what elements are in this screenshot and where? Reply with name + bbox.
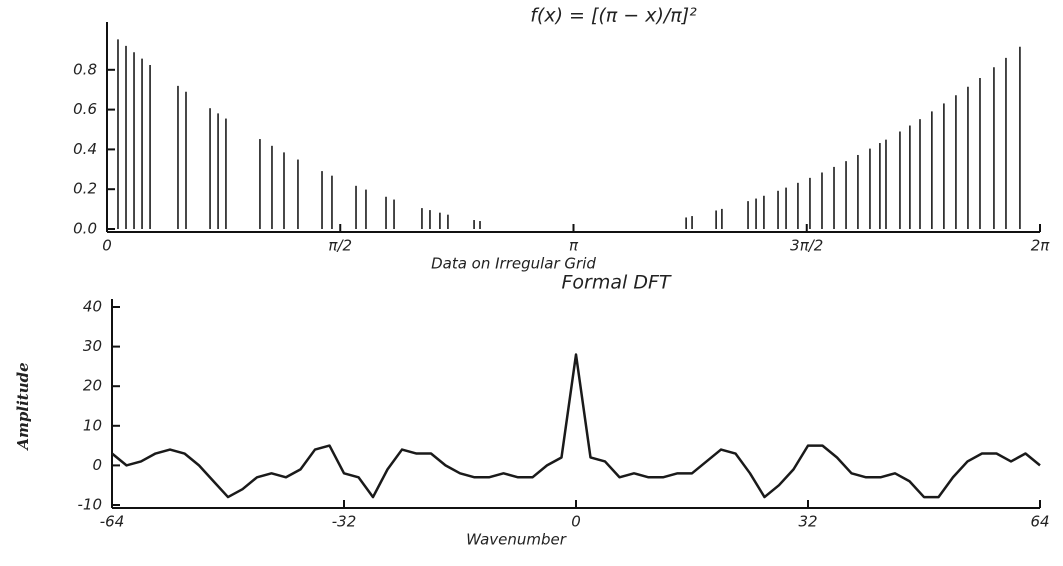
y-tick-label: 0.8 [73, 60, 97, 78]
y-tick-label: 10 [83, 416, 102, 434]
y-tick-label: -10 [78, 496, 103, 514]
x-tick-label: -32 [332, 513, 357, 531]
y-tick-label: 20 [83, 377, 102, 395]
y-tick-label: 40 [83, 298, 102, 316]
chart-title: f(x) = [(π − x)/π]² [530, 5, 697, 27]
data-line [111, 353, 1041, 499]
y-tick-label: 30 [83, 337, 102, 355]
chart-title: Formal DFT [562, 272, 672, 294]
y-axis-label: Amplitude [14, 362, 32, 451]
x-axis-label: Wavenumber [466, 531, 567, 549]
x-tick-label: 0 [571, 513, 581, 531]
x-tick-label: π [569, 237, 579, 255]
x-axis-label: Data on Irregular Grid [431, 255, 596, 273]
y-tick-label: 0.0 [73, 220, 97, 238]
x-tick-label: π/2 [328, 237, 352, 255]
x-tick-label: 2π [1031, 237, 1051, 255]
x-tick-label: 64 [1030, 513, 1049, 531]
x-tick-label: 3π/2 [790, 237, 823, 255]
x-tick-label: 0 [102, 237, 112, 255]
x-tick-label: 32 [798, 513, 817, 531]
x-tick-label: -64 [100, 513, 125, 531]
y-tick-label: 0.4 [73, 140, 97, 158]
y-tick-label: 0 [92, 456, 102, 474]
y-tick-label: 0.6 [73, 100, 97, 118]
y-tick-label: 0.2 [73, 180, 97, 198]
